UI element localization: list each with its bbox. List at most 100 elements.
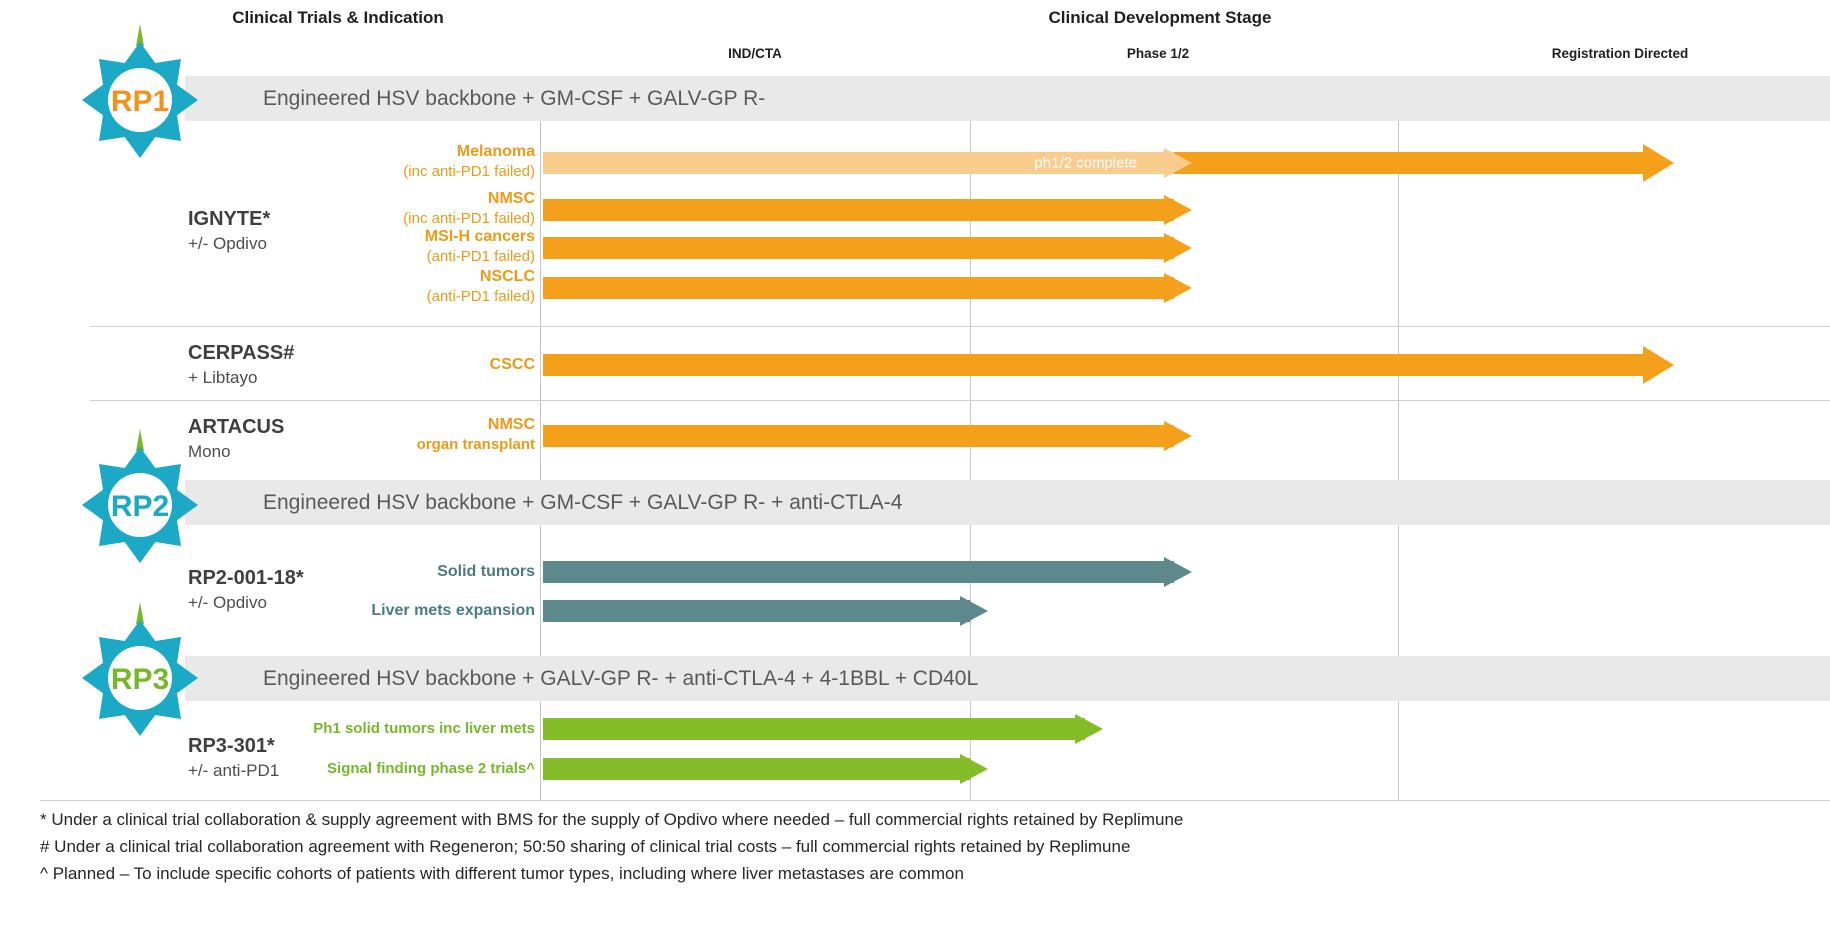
- indication-solid-tumors: Solid tumors: [255, 562, 535, 582]
- rp3-badge-label: RP3: [111, 663, 169, 696]
- group-separator: [90, 400, 1830, 401]
- indication-label: MSI-H cancers: [424, 228, 535, 245]
- trial-name: CERPASS#: [188, 342, 295, 364]
- trial-artacus: ARTACUS Mono: [188, 414, 448, 464]
- trial-name: IGNYTE*: [188, 208, 271, 230]
- indication-detail: (anti-PD1 failed): [426, 288, 535, 305]
- stage-label-registration: Registration Directed: [1551, 46, 1689, 61]
- indication-detail: (anti-PD1 failed): [426, 248, 535, 265]
- ph1-solid-tumors-progress-arrow: [543, 714, 1103, 744]
- footnote-regeneron: # Under a clinical trial collaboration a…: [40, 837, 1131, 856]
- footnotes: * Under a clinical trial collaboration &…: [40, 806, 1810, 887]
- arrowhead-icon: [960, 596, 988, 626]
- starburst-center: [108, 646, 172, 710]
- arrowhead-icon: [960, 754, 988, 784]
- trial-name: RP3-301*: [188, 735, 275, 757]
- indication-label: Melanoma: [456, 143, 535, 160]
- trial-name: RP2-001-18*: [188, 567, 304, 589]
- indication-nsclc: NSCLC (anti-PD1 failed): [255, 267, 535, 306]
- spark-icon: [136, 429, 144, 451]
- rp3-band-text: Engineered HSV backbone + GALV-GP R- + a…: [263, 666, 979, 690]
- trial-rp2-001-18: RP2-001-18* +/- Opdivo: [188, 565, 448, 615]
- arrow-bar: [543, 152, 1174, 174]
- chart-bottom-separator: [40, 800, 1830, 801]
- arrowhead-icon: [1643, 144, 1674, 182]
- rp1-band-text: Engineered HSV backbone + GM-CSF + GALV-…: [263, 86, 766, 110]
- rp2-band: Engineered HSV backbone + GM-CSF + GALV-…: [185, 480, 1830, 525]
- liver-mets-expansion-progress-arrow: [543, 596, 988, 626]
- indication-label: Ph1 solid tumors inc liver mets: [313, 720, 535, 737]
- indication-cscc: CSCC: [255, 355, 535, 375]
- arrow-bar: [543, 237, 1174, 259]
- signal-finding-phase2-progress-arrow: [543, 754, 988, 784]
- rp2-badge-label: RP2: [111, 490, 169, 523]
- trial-subtitle: + Libtayo: [188, 368, 258, 387]
- arrowhead-icon: [1164, 233, 1192, 263]
- arrow-bar: [543, 718, 1085, 740]
- indication-nmsc-organ-transplant: NMSC organ transplant: [255, 415, 535, 454]
- spark-icon: [136, 602, 144, 624]
- indication-label: Solid tumors: [437, 563, 535, 580]
- indication-label: NMSC: [487, 416, 535, 433]
- arrowhead-icon: [1075, 714, 1103, 744]
- rp2-band-text: Engineered HSV backbone + GM-CSF + GALV-…: [263, 490, 903, 514]
- indication-signal-finding-phase2: Signal finding phase 2 trials^: [255, 759, 535, 778]
- ph12-complete-label: ph1/2 complete: [1034, 154, 1137, 172]
- rp1-starburst-icon: RP1: [80, 20, 200, 160]
- arrowhead-icon: [1164, 421, 1192, 451]
- rp3-band: Engineered HSV backbone + GALV-GP R- + a…: [185, 656, 1830, 701]
- trial-ignyte: IGNYTE* +/- Opdivo: [188, 206, 448, 256]
- footnote-planned: ^ Planned – To include specific cohorts …: [40, 864, 964, 883]
- rp2-starburst-icon: RP2: [80, 425, 200, 565]
- arrow-bar: [543, 199, 1174, 221]
- starburst-center: [108, 473, 172, 537]
- stage-label-phase12: Phase 1/2: [1126, 46, 1190, 61]
- nmsc-organ-transplant-progress-arrow: [543, 421, 1192, 451]
- indication-nmsc: NMSC (inc anti-PD1 failed): [255, 189, 535, 228]
- indication-detail: (inc anti-PD1 failed): [403, 210, 535, 227]
- indication-detail: (inc anti-PD1 failed): [403, 163, 535, 180]
- msi-h-progress-arrow: [543, 233, 1192, 263]
- stage-gridline-registration: [1398, 76, 1399, 800]
- arrowhead-icon: [1164, 148, 1192, 178]
- nsclc-progress-arrow: [543, 273, 1192, 303]
- trial-rp3-301: RP3-301* +/- anti-PD1: [188, 733, 448, 783]
- arrowhead-icon: [1164, 195, 1192, 225]
- arrow-bar: [543, 600, 970, 622]
- indication-label: Signal finding phase 2 trials^: [327, 760, 535, 777]
- stage-gridline-ind-cta: [540, 76, 541, 800]
- indication-label: NSCLC: [479, 268, 535, 285]
- rp1-badge-label: RP1: [111, 85, 169, 118]
- melanoma-ph12-complete-segment: ph1/2 complete: [543, 148, 1192, 178]
- indication-msi-h: MSI-H cancers (anti-PD1 failed): [255, 227, 535, 266]
- indication-detail: organ transplant: [416, 436, 535, 453]
- trials-column-title: Clinical Trials & Indication: [232, 8, 444, 27]
- trial-subtitle: Mono: [188, 442, 231, 461]
- group-separator: [90, 326, 1830, 327]
- spark-icon: [136, 24, 144, 46]
- stage-column-title: Clinical Development Stage: [1048, 8, 1272, 27]
- indication-ph1-solid-tumors: Ph1 solid tumors inc liver mets: [255, 719, 535, 738]
- indication-label: NMSC: [487, 190, 535, 207]
- rp1-band: Engineered HSV backbone + GM-CSF + GALV-…: [185, 76, 1830, 121]
- starburst-center: [108, 68, 172, 132]
- trial-subtitle: +/- Opdivo: [188, 234, 267, 253]
- indication-label: CSCC: [489, 356, 535, 373]
- footnote-bms: * Under a clinical trial collaboration &…: [40, 810, 1184, 829]
- arrowhead-icon: [1164, 557, 1192, 587]
- trial-cerpass: CERPASS# + Libtayo: [188, 340, 448, 390]
- indication-liver-mets-expansion: Liver mets expansion: [255, 601, 535, 621]
- trial-subtitle: +/- Opdivo: [188, 593, 267, 612]
- arrowhead-icon: [1164, 273, 1192, 303]
- stage-label-ind-cta: IND/CTA: [728, 46, 782, 61]
- trial-name: ARTACUS: [188, 416, 285, 438]
- trial-subtitle: +/- anti-PD1: [188, 761, 280, 780]
- arrowhead-icon: [1643, 346, 1674, 384]
- indication-label: Liver mets expansion: [371, 602, 535, 619]
- rp3-starburst-icon: RP3: [80, 598, 200, 738]
- solid-tumors-progress-arrow: [543, 557, 1192, 587]
- arrow-bar: [543, 354, 1656, 376]
- arrow-bar: [543, 277, 1174, 299]
- indication-melanoma: Melanoma (inc anti-PD1 failed): [255, 142, 535, 181]
